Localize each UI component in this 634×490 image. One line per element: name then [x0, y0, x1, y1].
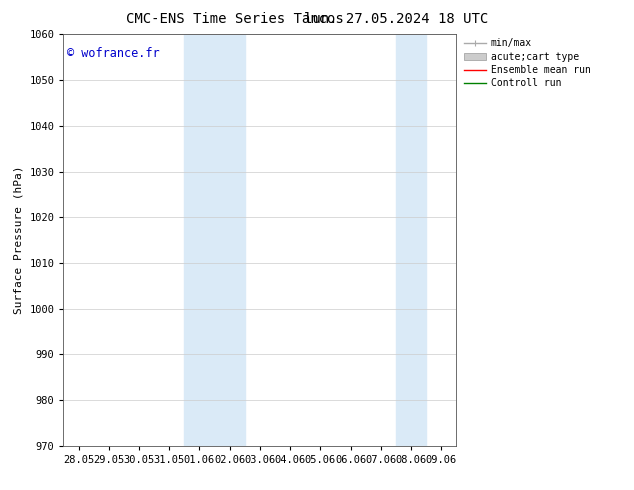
- Text: lun. 27.05.2024 18 UTC: lun. 27.05.2024 18 UTC: [304, 12, 488, 26]
- Text: CMC-ENS Time Series Tancos: CMC-ENS Time Series Tancos: [126, 12, 344, 26]
- Bar: [184, 34, 245, 446]
- Bar: [396, 34, 426, 446]
- Legend: min/max, acute;cart type, Ensemble mean run, Controll run: min/max, acute;cart type, Ensemble mean …: [460, 34, 594, 92]
- Y-axis label: Surface Pressure (hPa): Surface Pressure (hPa): [14, 166, 24, 315]
- Text: © wofrance.fr: © wofrance.fr: [67, 47, 160, 60]
